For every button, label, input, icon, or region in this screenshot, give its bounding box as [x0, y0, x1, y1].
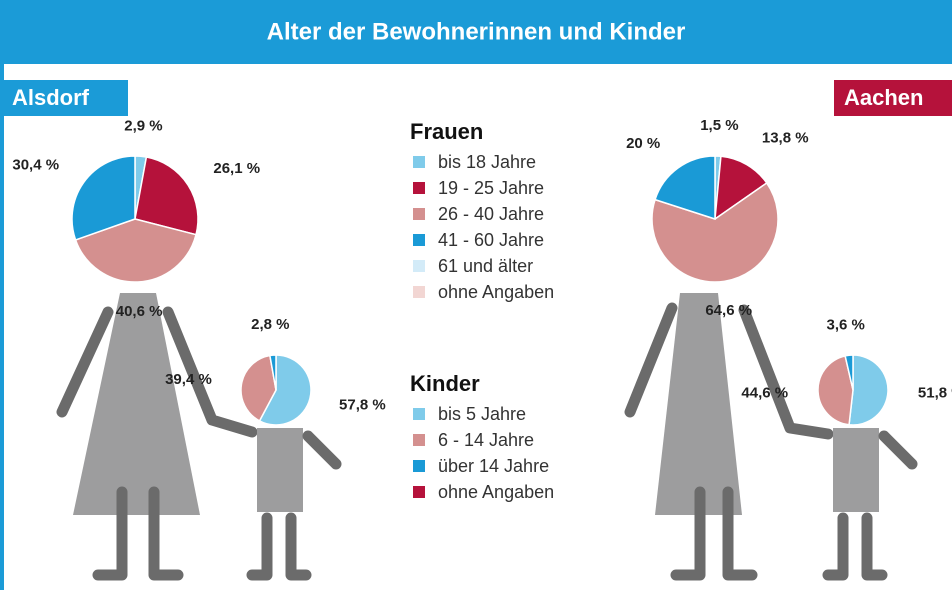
leg — [285, 512, 312, 581]
value-label: 44,6 % — [741, 385, 788, 402]
value-label: 64,6 % — [705, 302, 752, 319]
legend-label: 19 - 25 Jahre — [438, 178, 544, 198]
legend-label: bis 18 Jahre — [438, 152, 536, 172]
legend-swatch — [413, 460, 425, 472]
pie-slice — [71, 155, 136, 241]
region-label: Aachen — [844, 85, 923, 110]
legend-label: ohne Angaben — [438, 482, 554, 502]
child-body — [833, 428, 879, 512]
legend-label: 6 - 14 Jahre — [438, 430, 534, 450]
arm — [302, 430, 342, 470]
legend-swatch — [413, 408, 425, 420]
pie-slice — [258, 354, 312, 426]
legend-swatch — [413, 182, 425, 194]
arm — [56, 306, 114, 418]
value-label: 3,6 % — [826, 316, 864, 333]
leg — [148, 486, 184, 581]
value-label: 40,6 % — [116, 303, 163, 320]
pie-slice — [134, 156, 199, 236]
value-label: 13,8 % — [762, 130, 809, 147]
legend-title: Kinder — [410, 371, 480, 396]
pie-slice — [844, 354, 854, 391]
leg — [670, 486, 706, 581]
pie-slice — [714, 155, 768, 221]
pie-slice — [240, 354, 277, 422]
leg — [246, 512, 273, 581]
child-body — [257, 428, 303, 512]
legend-swatch — [413, 234, 425, 246]
region-badge — [834, 80, 952, 116]
value-label: 26,1 % — [213, 160, 260, 177]
region-label: Alsdorf — [12, 85, 90, 110]
pie-slice — [848, 354, 889, 426]
legend-title: Frauen — [410, 119, 483, 144]
pie-slice — [651, 181, 779, 283]
arm — [624, 302, 678, 418]
legend-label: bis 5 Jahre — [438, 404, 526, 424]
value-label: 51,8 % — [918, 385, 952, 402]
pie-slice — [74, 218, 197, 283]
arm — [878, 430, 918, 470]
legend-label: 61 und älter — [438, 256, 533, 276]
frame-left — [0, 60, 4, 590]
legend-label: 26 - 40 Jahre — [438, 204, 544, 224]
arm — [162, 306, 258, 438]
arm — [738, 304, 834, 440]
value-label: 30,4 % — [12, 156, 59, 173]
pie-slice — [817, 354, 854, 426]
value-label: 1,5 % — [700, 117, 738, 134]
legend-label: 41 - 60 Jahre — [438, 230, 544, 250]
value-label: 2,8 % — [251, 316, 289, 333]
leg — [822, 512, 849, 581]
legend-swatch — [413, 434, 425, 446]
value-label: 39,4 % — [165, 371, 212, 388]
legend-swatch — [413, 208, 425, 220]
header-bar — [0, 0, 952, 64]
leg — [722, 486, 758, 581]
woman-body — [655, 293, 742, 515]
value-label: 2,9 % — [124, 117, 162, 134]
page-title: Alter der Bewohnerinnen und Kinder — [267, 18, 686, 45]
leg — [92, 486, 128, 581]
region-badge — [0, 80, 128, 116]
legend-swatch — [413, 156, 425, 168]
value-label: 57,8 % — [339, 397, 386, 414]
woman-body — [73, 293, 200, 515]
leg — [861, 512, 888, 581]
value-label: 20 % — [626, 135, 660, 152]
legend-swatch — [413, 486, 425, 498]
legend-swatch — [413, 286, 425, 298]
legend-label: über 14 Jahre — [438, 456, 549, 476]
pie-slice — [654, 155, 716, 221]
legend-swatch — [413, 260, 425, 272]
legend-label: ohne Angaben — [438, 282, 554, 302]
pie-slice — [269, 354, 277, 391]
